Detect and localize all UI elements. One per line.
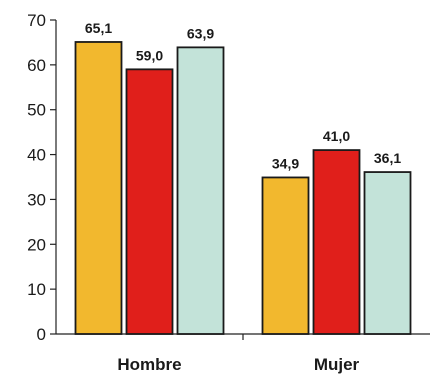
y-tick-label: 20: [27, 235, 46, 254]
y-tick-label: 70: [27, 11, 46, 30]
bar-hombre-2: [176, 46, 225, 335]
bar-mujer-0: [261, 176, 310, 335]
y-tick-label: 50: [27, 101, 46, 120]
category-labels: Hombre Mujer: [117, 355, 359, 374]
y-tick-label: 30: [27, 190, 46, 209]
data-label: 41,0: [323, 128, 350, 144]
data-label: 59,0: [136, 47, 163, 63]
category-label-mujer: Mujer: [314, 355, 360, 374]
bar-mujer-2: [363, 171, 412, 335]
data-label: 34,9: [272, 155, 299, 171]
bar-hombre-0: [74, 41, 123, 335]
y-axis: 0 10 20 30 40 50 60 70: [27, 11, 57, 344]
y-tick-label: 60: [27, 56, 46, 75]
bar-hombre-1: [125, 68, 174, 335]
data-labels: 65,1 59,0 63,9 34,9 41,0 36,1: [85, 20, 401, 171]
data-label: 36,1: [374, 150, 401, 166]
y-tick-label: 10: [27, 280, 46, 299]
data-label: 63,9: [187, 25, 214, 41]
category-label-hombre: Hombre: [117, 355, 181, 374]
bars: [74, 41, 412, 335]
y-tick-label: 40: [27, 146, 46, 165]
bar-mujer-1: [312, 149, 361, 335]
y-tick-label: 0: [37, 325, 46, 344]
data-label: 65,1: [85, 20, 112, 36]
